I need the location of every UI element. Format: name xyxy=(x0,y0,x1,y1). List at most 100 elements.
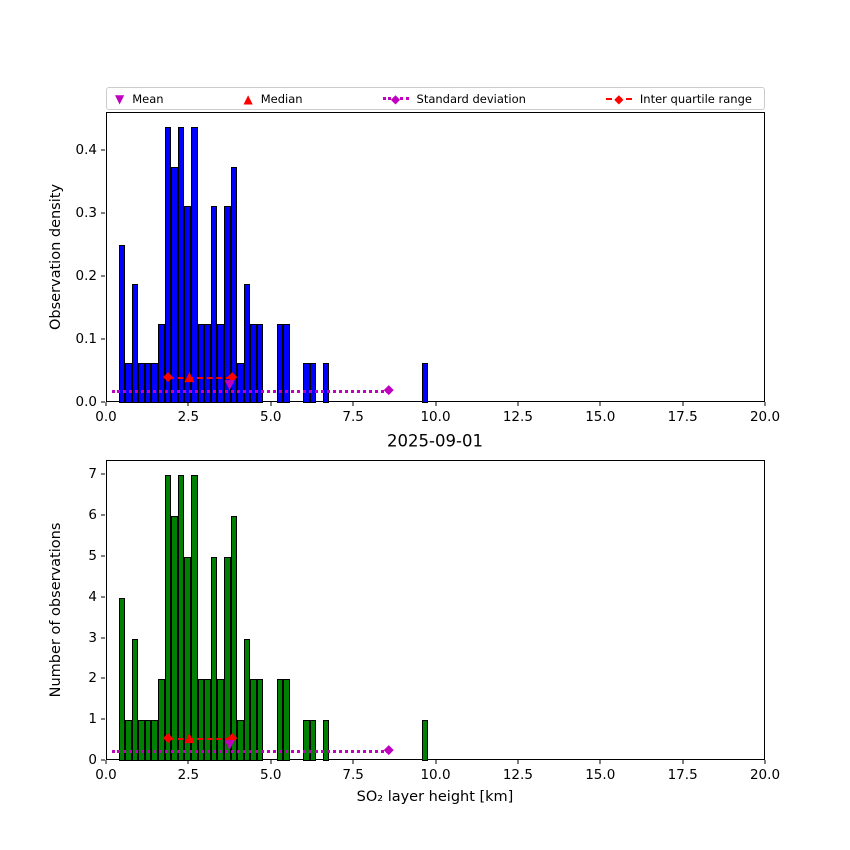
histogram-bar xyxy=(171,516,178,761)
x-tick-label: 10.0 xyxy=(420,409,451,425)
x-tick-mark xyxy=(764,760,766,764)
histogram-bar xyxy=(118,597,126,761)
legend-label-iqr: Inter quartile range xyxy=(639,91,752,106)
x-tick-label: 7.5 xyxy=(342,409,364,425)
histogram-bar xyxy=(184,556,191,761)
histogram-bar xyxy=(164,475,172,761)
legend-item-std-deviation: ◆ Standard deviation xyxy=(382,92,526,106)
y-tick-mark xyxy=(101,718,105,720)
histogram-bar xyxy=(131,284,139,403)
histogram-bar xyxy=(237,720,244,761)
x-tick-mark xyxy=(764,402,766,406)
histogram-bar xyxy=(158,679,165,761)
median-triangle-up-icon: ▲ xyxy=(243,91,253,106)
histogram-bar xyxy=(283,324,290,403)
iqr-diamond-icon: ◆ xyxy=(227,369,238,385)
legend-item-iqr: ◆ Inter quartile range xyxy=(605,91,752,106)
mean-triangle-down-icon: ▼ xyxy=(115,91,125,106)
x-tick-label: 12.5 xyxy=(502,409,533,425)
histogram-bar xyxy=(237,363,244,403)
histogram-bar xyxy=(151,720,159,761)
histogram-bar xyxy=(283,679,290,761)
histogram-bar xyxy=(303,363,310,403)
x-tick-label: 2.5 xyxy=(177,767,200,783)
histogram-bar xyxy=(276,679,284,761)
y-tick-mark xyxy=(101,473,105,475)
y-tick-label: 0.4 xyxy=(75,141,97,158)
x-tick-mark xyxy=(187,760,189,764)
x-tick-mark xyxy=(105,402,107,406)
iqr-diamond-line-icon: ◆ xyxy=(605,93,632,105)
x-tick-mark xyxy=(435,760,436,764)
std-deviation-diamond-icon: ◆ xyxy=(383,742,394,758)
histogram-bar xyxy=(197,324,205,403)
histogram-bar xyxy=(138,720,145,761)
y-tick-label: 0.1 xyxy=(75,330,97,347)
y-tick-mark xyxy=(101,637,105,639)
x-tick-label: 10.0 xyxy=(420,767,451,783)
y-tick-mark xyxy=(101,514,105,516)
bottom-y-axis-label: Number of observations xyxy=(48,522,64,698)
iqr-diamond-icon: ◆ xyxy=(162,369,173,385)
x-tick-mark xyxy=(517,402,519,406)
y-tick-mark xyxy=(101,212,105,214)
histogram-bar xyxy=(223,556,231,761)
x-tick-label: 5.0 xyxy=(260,409,282,425)
x-tick-label: 20.0 xyxy=(749,767,781,783)
histogram-bar xyxy=(421,363,429,403)
histogram-bar xyxy=(131,638,139,761)
x-tick-mark xyxy=(682,760,684,764)
y-tick-mark xyxy=(101,401,105,403)
histogram-bar xyxy=(164,126,172,403)
x-tick-label: 12.5 xyxy=(502,767,533,783)
y-tick-mark xyxy=(101,759,105,761)
histogram-bar xyxy=(125,363,132,403)
histogram-bar xyxy=(204,324,211,403)
x-tick-label: 7.5 xyxy=(342,767,364,783)
diamond-icon: ◆ xyxy=(390,92,401,106)
x-tick-label: 0.0 xyxy=(95,409,117,425)
y-tick-label: 4 xyxy=(88,588,97,605)
date-title: 2025-09-01 xyxy=(387,431,483,451)
legend-label-median: Median xyxy=(260,91,303,106)
iqr-line xyxy=(167,737,233,740)
x-tick-mark xyxy=(435,402,436,406)
histogram-bar xyxy=(191,126,198,403)
histogram-bar xyxy=(210,205,218,403)
histogram-bar xyxy=(184,205,191,403)
diamond-icon: ◆ xyxy=(614,91,624,106)
std-deviation-diamond-line-icon: ◆ xyxy=(382,93,409,105)
histogram-bar xyxy=(197,679,205,761)
x-tick-label: 15.0 xyxy=(585,409,616,425)
histogram-bar xyxy=(276,324,284,403)
median-triangle-up-icon: ▲ xyxy=(184,369,195,385)
x-tick-label: 15.0 xyxy=(585,767,616,783)
median-triangle-up-icon: ▲ xyxy=(184,730,195,746)
legend: ▼ Mean ▲ Median ◆ Standard deviation ◆ I… xyxy=(106,87,765,110)
histogram-bar xyxy=(118,245,126,403)
histogram-bar xyxy=(322,363,330,403)
histogram-bar xyxy=(421,720,429,761)
x-tick-label: 0.0 xyxy=(95,767,117,783)
x-tick-mark xyxy=(352,760,354,764)
histogram-bar xyxy=(204,679,211,761)
x-tick-mark xyxy=(599,760,601,764)
std-deviation-diamond-icon: ◆ xyxy=(383,382,394,398)
legend-item-mean: ▼ Mean xyxy=(115,92,164,106)
histogram-bar xyxy=(125,720,132,761)
iqr-diamond-icon: ◆ xyxy=(227,730,238,746)
mean-triangle-down-icon: ▼ xyxy=(224,737,235,753)
histogram-bar xyxy=(250,324,257,403)
x-tick-label: 20.0 xyxy=(749,409,781,425)
histogram-bar xyxy=(256,679,264,761)
y-tick-mark xyxy=(101,338,105,340)
y-tick-mark xyxy=(101,555,105,557)
std-deviation-line xyxy=(111,390,389,394)
x-tick-mark xyxy=(352,402,354,406)
iqr-diamond-icon: ◆ xyxy=(162,730,173,746)
y-tick-label: 0.0 xyxy=(75,394,97,410)
y-tick-mark xyxy=(101,275,105,277)
histogram-bar xyxy=(223,205,231,403)
legend-label-mean: Mean xyxy=(132,91,164,106)
